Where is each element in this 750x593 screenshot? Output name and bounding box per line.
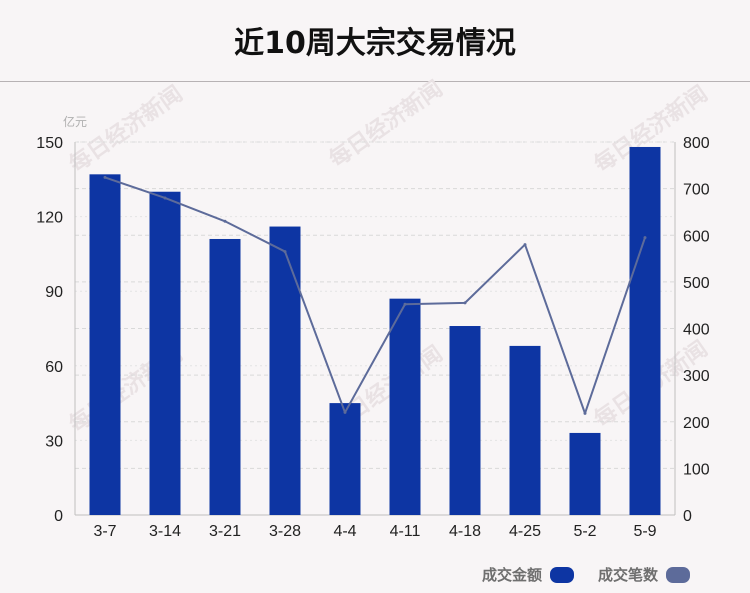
y-left-tick: 30 xyxy=(45,433,63,450)
y-right-tick: 500 xyxy=(683,275,710,292)
bar-5-9 xyxy=(629,146,661,515)
legend: 成交金额 成交笔数 xyxy=(482,564,706,585)
count-point-5-9 xyxy=(643,236,647,240)
x-tick-4-11: 4-11 xyxy=(390,523,421,540)
count-point-4-18 xyxy=(463,301,467,305)
bar-3-7 xyxy=(89,174,121,515)
bar-4-11 xyxy=(389,298,421,515)
legend-item-count[interactable]: 成交笔数 xyxy=(598,564,691,585)
y-left-tick: 60 xyxy=(45,359,63,376)
x-tick-4-4: 4-4 xyxy=(333,523,356,540)
legend-swatch-amount xyxy=(550,566,575,583)
title-divider xyxy=(0,81,750,82)
legend-label-amount: 成交金额 xyxy=(482,566,543,584)
y-right-tick: 100 xyxy=(683,461,710,478)
line-series xyxy=(103,175,647,415)
x-tick-3-7: 3-7 xyxy=(93,523,116,540)
count-point-3-21 xyxy=(223,219,227,223)
y-left-tick: 0 xyxy=(54,508,63,525)
x-tick-5-2: 5-2 xyxy=(573,523,596,540)
legend-item-amount[interactable]: 成交金额 xyxy=(482,564,575,585)
x-tick-4-25: 4-25 xyxy=(509,523,541,540)
count-line xyxy=(104,176,646,415)
bar-3-21 xyxy=(209,238,241,516)
x-tick-3-14: 3-14 xyxy=(149,523,181,540)
watermark-text: 每日经济新闻 xyxy=(324,76,447,173)
y-left-tick: 120 xyxy=(36,210,63,227)
watermark-text: 每日经济新闻 xyxy=(64,81,187,178)
bar-4-18 xyxy=(449,326,481,515)
x-tick-5-9: 5-9 xyxy=(633,523,656,540)
count-point-4-4 xyxy=(343,410,347,414)
count-point-5-2 xyxy=(583,411,587,415)
count-point-3-7 xyxy=(103,175,107,179)
bar-3-28 xyxy=(269,226,301,515)
y-right-tick: 600 xyxy=(683,228,710,245)
x-tick-3-28: 3-28 xyxy=(269,523,301,540)
y-right-tick: 0 xyxy=(683,508,692,525)
bar-3-14 xyxy=(149,191,181,515)
count-point-3-14 xyxy=(163,196,167,200)
y-right-tick: 200 xyxy=(683,415,710,432)
legend-label-count: 成交笔数 xyxy=(598,566,659,584)
count-point-3-28 xyxy=(283,250,287,254)
legend-swatch-count xyxy=(666,566,691,583)
bar-4-25 xyxy=(509,345,541,515)
y-right-tick: 400 xyxy=(683,322,710,339)
y-right-tick: 800 xyxy=(683,135,710,152)
y-right-tick: 300 xyxy=(683,368,710,385)
y-right-tick: 700 xyxy=(683,182,710,199)
chart-title: 近10周大宗交易情况 xyxy=(234,26,516,61)
count-point-4-25 xyxy=(523,243,527,247)
y-left-unit: 亿元 xyxy=(63,114,87,129)
bar-series xyxy=(89,146,661,516)
x-tick-4-18: 4-18 xyxy=(449,523,481,540)
bar-4-4 xyxy=(329,403,361,515)
y-left-tick: 90 xyxy=(45,284,63,301)
axis-labels: 0 30 60 90 120 150 0 100 200 300 400 500 600 700 800 亿元… xyxy=(36,114,710,540)
y-left-tick: 150 xyxy=(36,135,63,152)
bar-5-2 xyxy=(569,432,601,515)
x-tick-3-21: 3-21 xyxy=(209,523,241,540)
count-point-4-11 xyxy=(403,302,407,306)
